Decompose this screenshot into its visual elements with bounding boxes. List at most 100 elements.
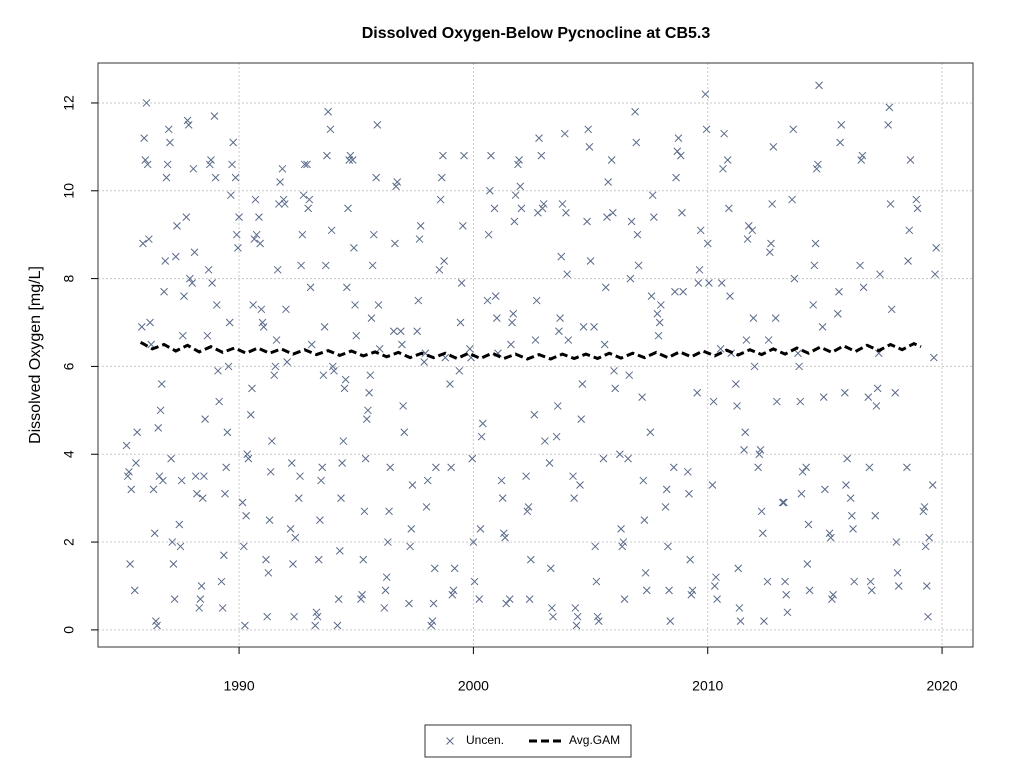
data-point	[178, 331, 187, 340]
axes: 0 2 4 6 8 10 12 1990 2000 2010 2020	[61, 95, 958, 694]
data-point	[771, 314, 780, 322]
data-point	[796, 397, 805, 406]
data-point	[631, 107, 639, 116]
data-point	[627, 217, 636, 226]
data-point	[170, 595, 179, 603]
data-point	[420, 358, 429, 366]
data-point	[280, 200, 289, 208]
data-point	[393, 178, 402, 186]
data-point	[389, 327, 398, 336]
data-point	[307, 340, 316, 349]
data-point	[778, 498, 787, 507]
data-point	[674, 134, 683, 142]
data-point	[894, 582, 903, 590]
data-point	[669, 463, 678, 472]
data-point	[539, 200, 548, 208]
data-point	[583, 217, 591, 226]
y-tick-label: 12	[61, 95, 77, 111]
data-point	[251, 195, 260, 204]
data-point	[893, 568, 902, 577]
data-point	[272, 336, 281, 344]
data-point	[450, 564, 459, 573]
data-point	[617, 525, 625, 533]
data-point	[416, 222, 425, 230]
data-point	[619, 538, 628, 546]
data-point	[815, 81, 823, 90]
data-point	[531, 336, 540, 344]
data-point	[748, 226, 757, 235]
data-point	[516, 182, 525, 191]
data-point	[641, 568, 650, 577]
data-point	[768, 200, 777, 208]
data-point	[205, 160, 214, 169]
data-point	[197, 582, 206, 590]
data-point	[840, 388, 849, 397]
data-point	[250, 235, 259, 243]
data-point	[324, 107, 332, 116]
data-point	[829, 590, 837, 599]
data-point	[375, 344, 384, 353]
data-point	[196, 595, 205, 603]
data-point	[287, 459, 296, 467]
y-axis-label: Dissolved Oxygen [mg/L]	[27, 266, 44, 444]
data-point	[335, 546, 344, 555]
data-point	[346, 151, 355, 160]
data-point	[735, 604, 744, 612]
data-point	[532, 296, 541, 305]
data-point	[440, 257, 448, 265]
data-point	[127, 485, 136, 494]
data-point	[459, 222, 467, 230]
data-point	[549, 612, 557, 621]
data-point	[625, 371, 634, 380]
data-point	[423, 476, 432, 485]
plot-marks	[122, 81, 941, 630]
data-point	[925, 533, 934, 542]
data-point	[485, 186, 494, 195]
data-point	[501, 533, 509, 542]
data-point	[153, 621, 161, 630]
data-point	[469, 538, 478, 546]
data-point	[618, 542, 627, 551]
data-point	[837, 121, 846, 129]
data-point	[611, 384, 620, 393]
data-point	[262, 555, 270, 564]
y-tick-label: 0	[61, 626, 77, 634]
data-point	[556, 314, 564, 322]
data-point	[415, 235, 424, 243]
data-point	[930, 353, 938, 362]
data-point	[366, 371, 375, 380]
data-point	[190, 248, 199, 257]
data-point	[400, 428, 409, 437]
y-tick-label: 8	[61, 274, 77, 282]
data-point	[173, 222, 181, 230]
data-point	[526, 555, 535, 564]
data-point	[744, 222, 753, 230]
data-point	[726, 292, 734, 301]
data-point	[258, 318, 267, 327]
data-point	[180, 292, 188, 301]
data-point	[215, 397, 224, 406]
data-point	[835, 287, 843, 296]
data-point	[872, 402, 881, 410]
data-point	[449, 586, 458, 595]
data-point	[586, 257, 595, 265]
data-point	[235, 213, 243, 221]
data-point	[341, 375, 350, 384]
data-point	[693, 388, 702, 397]
data-point	[781, 577, 789, 586]
data-point	[380, 604, 389, 612]
data-point	[144, 235, 153, 243]
data-point	[626, 274, 635, 283]
data-point	[928, 481, 937, 489]
data-point	[579, 323, 588, 331]
data-point	[143, 160, 152, 169]
data-point	[788, 195, 796, 204]
data-point	[724, 204, 733, 213]
data-point	[760, 617, 768, 625]
data-point	[716, 344, 725, 353]
data-point	[920, 503, 929, 511]
data-point	[311, 621, 320, 630]
data-point	[638, 393, 646, 402]
data-point	[208, 279, 216, 287]
data-point	[833, 309, 842, 318]
